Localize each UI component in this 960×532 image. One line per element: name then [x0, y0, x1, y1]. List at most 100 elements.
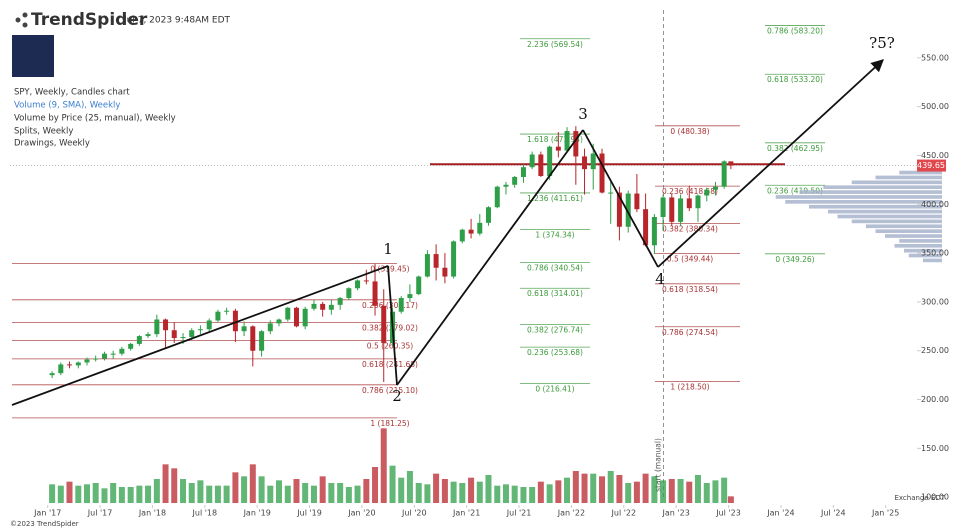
volume-bar: [345, 487, 352, 503]
x-tick-label: Jan '20: [347, 509, 375, 518]
y-tick-label: 500.00: [921, 102, 949, 111]
wave-label: ?5?: [869, 34, 895, 52]
volume-profile-bar: [799, 190, 942, 194]
candle-body: [346, 288, 352, 299]
candle-body: [267, 323, 273, 332]
candle-body: [590, 153, 596, 170]
candle-body: [451, 241, 457, 277]
candle-body: [660, 197, 666, 217]
volume-bar: [127, 487, 134, 503]
volume-profile-bar: [866, 224, 942, 229]
legend-entry: Splits, Weekly: [14, 127, 73, 137]
volume-profile-bar: [809, 204, 942, 209]
volume-bar: [485, 475, 492, 503]
volume-bar: [537, 481, 544, 503]
wave-label: 2: [392, 387, 402, 405]
candle-body: [171, 330, 177, 339]
volume-profile-bar: [785, 200, 942, 204]
volume-profile-bar: [908, 253, 942, 258]
candle-body: [197, 329, 203, 331]
volume-bar: [75, 485, 82, 503]
candle-body: [582, 156, 588, 170]
candle-body: [110, 353, 116, 355]
volume-bar: [712, 480, 719, 503]
fib-label: 0.618 (533.20): [767, 75, 823, 84]
volume-bar: [319, 476, 326, 503]
volume-bar: [310, 485, 317, 503]
volume-bar: [581, 473, 588, 503]
start-marker-label: start (manual): [654, 438, 663, 492]
fib-label: 1 (374.34): [535, 230, 574, 239]
volume-bar: [188, 483, 195, 503]
volume-bar: [380, 428, 387, 503]
logo-dot: [15, 17, 21, 23]
candle-body: [573, 131, 579, 157]
wave-label: 3: [578, 105, 588, 123]
volume-bar: [686, 481, 693, 503]
x-tick-label: Jul '23: [715, 509, 741, 518]
candle-body: [66, 364, 72, 366]
candle-body: [49, 373, 55, 376]
candle-body: [119, 348, 125, 354]
last-price-tag: [917, 159, 946, 172]
fib-label: 1.236 (411.61): [527, 194, 583, 203]
fib-label: 0.382 (276.74): [527, 326, 583, 335]
candle-body: [250, 326, 256, 351]
wave-label: 4: [655, 270, 665, 288]
volume-bar: [214, 485, 221, 503]
candle-body: [407, 294, 413, 299]
brand: TrendSpider: [31, 10, 148, 30]
volume-bar: [206, 485, 213, 503]
fib-label: 1 (181.25): [370, 419, 409, 428]
candle-body: [468, 229, 474, 234]
candle-body: [215, 311, 221, 321]
candle-body: [224, 310, 230, 312]
volume-bar: [564, 477, 571, 503]
candle-body: [328, 304, 334, 310]
candle-body: [616, 192, 622, 227]
volume-bar: [476, 481, 483, 503]
volume-bar: [101, 488, 108, 503]
fib-label: 0.786 (583.20): [767, 26, 823, 35]
candle-body: [704, 189, 710, 196]
fib-label: 0 (349.26): [775, 255, 814, 264]
candle-body: [232, 310, 238, 332]
volume-bar: [197, 480, 204, 503]
y-tick-label: 250.00: [921, 346, 949, 355]
y-tick-label: 100.00: [921, 493, 949, 502]
x-tick-label: Jul '19: [296, 509, 322, 518]
candle-body: [75, 362, 81, 366]
legend-entry: SPY, Weekly, Candles chart: [14, 88, 130, 98]
volume-bar: [302, 483, 309, 503]
volume-profile-bar: [894, 243, 942, 248]
volume-bar: [721, 477, 728, 503]
plot-layer: 439.65 start (manual): [10, 10, 946, 503]
candle-body: [128, 343, 134, 349]
volume-profile-bar: [899, 170, 942, 175]
volume-bar: [433, 473, 440, 503]
last-price-label: 439.65: [917, 161, 945, 170]
x-tick-label: Jan '25: [871, 509, 899, 518]
fib-label: 1 (218.50): [670, 382, 709, 391]
volume-bar: [145, 485, 152, 503]
volume-bar: [249, 464, 256, 503]
volume-bar: [607, 471, 614, 503]
volume-bar: [424, 484, 431, 503]
volume-bar: [651, 476, 658, 503]
volume-bar: [502, 484, 509, 503]
volume-bar: [241, 476, 248, 503]
candle-body: [599, 153, 605, 193]
volume-profile-bar: [904, 248, 942, 253]
volume-bar: [677, 479, 684, 503]
volume-bar: [49, 484, 56, 503]
x-tick-label: Jul '20: [401, 509, 427, 518]
fib-label: 0.236 (418.58): [662, 187, 718, 196]
trend-arrow: [657, 59, 884, 268]
candle-body: [101, 353, 107, 359]
legend-entry: Volume by Price (25, manual), Weekly: [14, 114, 176, 124]
logo-dot: [22, 12, 28, 18]
volume-bar: [66, 481, 73, 503]
x-tick-label: Jul '21: [506, 509, 532, 518]
candle-body: [381, 305, 387, 343]
volume-bar: [328, 483, 335, 503]
